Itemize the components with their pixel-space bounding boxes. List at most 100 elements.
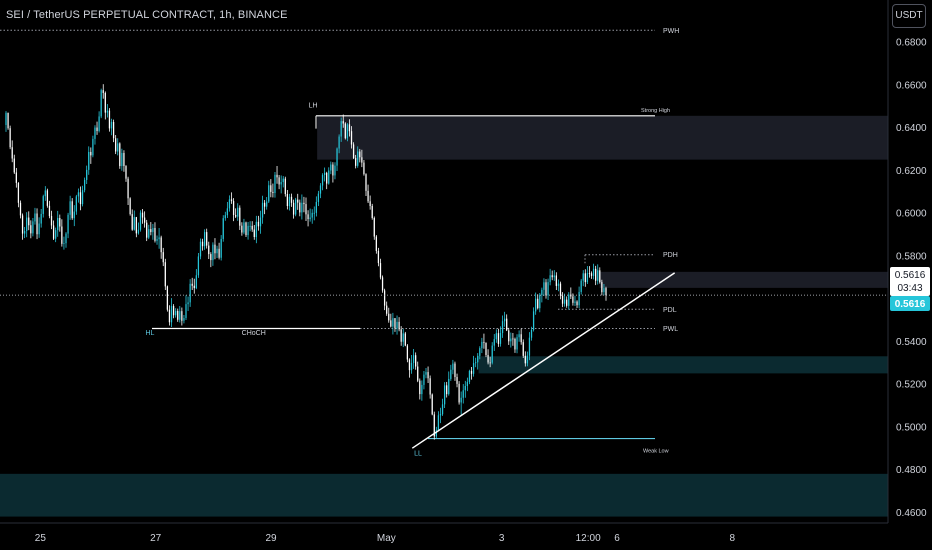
candle [199,238,202,260]
candle [160,235,162,259]
price-tag-last: 0.5616 [890,296,930,311]
candle-body [590,273,593,276]
candle [468,369,471,385]
candle-body [150,229,152,233]
candle [206,228,208,249]
candle-body [518,334,520,338]
candle [499,326,502,347]
candle [59,214,61,232]
candle [28,211,30,231]
candle [313,206,315,221]
candle [437,411,440,432]
candle [561,292,564,308]
candle-body [104,92,106,113]
candle-body [452,363,454,370]
candle [551,270,553,281]
candle [266,197,268,210]
currency-button[interactable]: USDT [892,4,926,28]
candle [152,223,154,240]
candle [193,278,195,294]
candle-body [408,359,411,371]
candle [359,148,361,163]
candle [40,209,42,228]
candle-body [208,245,210,255]
candle-body [549,275,551,283]
candle [26,212,28,238]
candle [230,192,233,204]
candle [495,329,497,343]
candle-body [253,229,255,238]
candle [601,279,603,296]
candle-body [506,318,508,331]
candle-body [127,178,129,199]
candle-body [230,199,233,202]
candle-body [321,175,324,186]
candle-body [516,337,518,350]
candle-body [584,273,586,283]
candle [423,371,425,390]
candle-body [365,174,367,191]
candle [63,236,65,250]
candle [373,216,375,240]
candle [216,245,218,258]
candle-body [481,341,483,349]
candle-body [214,244,216,254]
candle-body [263,202,266,207]
candle-body [491,345,493,363]
candle-body [137,229,140,234]
candle-body [168,309,171,323]
candle-body [535,298,537,312]
candle-body [472,363,475,374]
time-tick-label: 29 [265,533,277,544]
candle [441,398,444,416]
candle-body [572,296,574,303]
price-tick-label: 0.6200 [896,166,927,177]
candle [189,279,191,307]
candle [543,278,545,296]
candle [309,208,311,222]
candle [588,266,591,278]
candle [197,253,200,278]
candle-body [224,215,226,219]
candle [363,160,365,176]
candle-body [352,144,355,159]
candle-body [524,355,526,364]
candle-body [348,124,351,132]
candle-body [282,178,284,183]
candle [48,200,51,219]
candle-body [19,202,22,216]
candle [433,411,435,440]
candle [272,183,274,198]
candle [121,148,123,171]
candle-body [344,123,346,139]
candle [317,190,320,207]
candle-body [133,217,135,230]
candle-body [371,206,373,218]
candle-body [379,263,382,278]
candle [75,194,77,215]
candle [386,301,388,316]
candle [129,197,131,216]
candle-body [460,397,462,403]
candle [36,208,38,240]
candle-body [557,283,560,286]
candle-body [276,174,278,178]
structure-label: LH [309,102,318,109]
candle [79,186,82,211]
candle [497,328,500,347]
candle [106,104,109,118]
candle [381,275,384,293]
candle-body [160,237,162,253]
candle [253,225,255,240]
candle-body [183,318,185,321]
candle-body [73,211,75,219]
candle-body [232,201,235,215]
candle [512,332,514,346]
levels-layer: PWH Strong High PDH PDL PWL Weak Low [0,28,679,455]
trendline[interactable] [411,272,676,449]
candle-body [34,213,36,222]
candle-body [497,333,500,344]
candle [348,119,351,137]
candle [268,180,270,204]
